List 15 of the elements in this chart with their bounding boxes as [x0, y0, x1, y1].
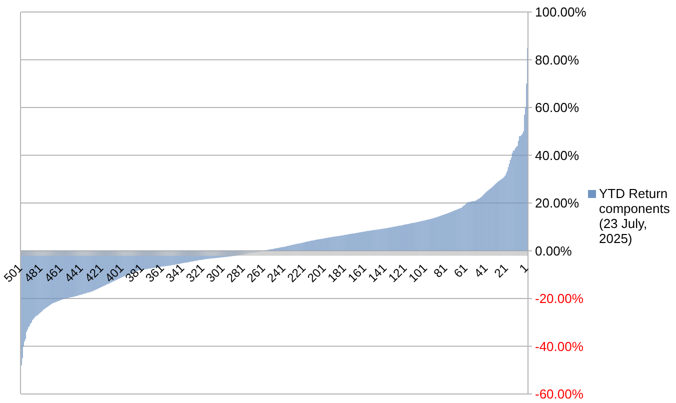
y-tick-label: 40.00% [535, 148, 580, 163]
x-tick-label: 61 [451, 260, 471, 280]
y-tick-label: 60.00% [535, 100, 580, 116]
y-tick-label: 100.00% [535, 4, 587, 20]
y-tick-label: -20.00% [535, 291, 584, 306]
y-tick-label: 20.00% [535, 196, 580, 211]
y-tick-label: -40.00% [535, 338, 584, 354]
y-tick-label: -60.00% [535, 386, 584, 402]
x-tick-label: 21 [492, 260, 512, 280]
y-tick-label: 80.00% [535, 52, 580, 68]
x-tick-label: 41 [471, 260, 491, 280]
x-tick-label: 81 [430, 260, 450, 280]
x-tick-label: 1 [516, 260, 532, 276]
y-tick-label: 0.00% [535, 243, 572, 258]
legend-label: YTD Return components (23 July, 2025) [599, 186, 671, 246]
